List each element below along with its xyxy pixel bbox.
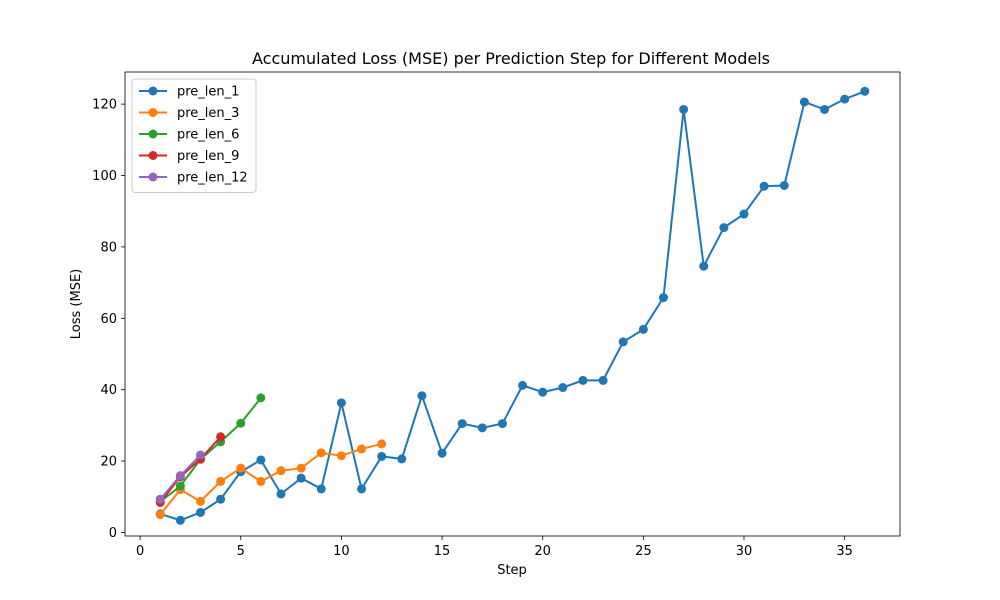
x-tick-label: 20 [534, 544, 551, 559]
legend-item-pre_len_12: pre_len_12 [139, 171, 248, 186]
data-point-pre_len_1 [336, 398, 346, 408]
data-point-pre_len_1 [739, 209, 749, 219]
x-tick-label: 10 [333, 544, 350, 559]
data-point-pre_len_3 [236, 463, 246, 473]
data-point-pre_len_1 [860, 86, 870, 96]
legend-label: pre_len_3 [177, 106, 239, 121]
y-tick-label: 60 [100, 312, 117, 327]
y-tick-label: 100 [92, 169, 117, 184]
data-point-pre_len_1 [256, 455, 266, 465]
legend-label: pre_len_12 [177, 171, 248, 186]
data-point-pre_len_3 [377, 439, 387, 449]
data-point-pre_len_3 [316, 448, 326, 458]
data-point-pre_len_12 [175, 471, 185, 481]
x-tick-label: 30 [736, 544, 753, 559]
data-point-pre_len_1 [276, 489, 286, 499]
x-tick-label: 25 [635, 544, 652, 559]
y-tick-label: 20 [100, 455, 117, 470]
legend-marker [148, 86, 158, 96]
data-point-pre_len_1 [719, 223, 729, 233]
legend-item-pre_len_1: pre_len_1 [139, 85, 239, 100]
data-point-pre_len_6 [236, 418, 246, 428]
data-point-pre_len_6 [175, 481, 185, 491]
data-point-pre_len_1 [759, 181, 769, 191]
data-point-pre_len_1 [578, 375, 588, 385]
data-point-pre_len_9 [216, 432, 226, 442]
axes-frame [124, 71, 901, 537]
legend-item-pre_len_3: pre_len_3 [139, 106, 239, 121]
data-point-pre_len_1 [316, 484, 326, 494]
data-point-pre_len_1 [699, 261, 709, 271]
data-point-pre_len_12 [155, 494, 165, 504]
data-point-pre_len_6 [256, 393, 266, 403]
data-point-pre_len_1 [638, 324, 648, 334]
data-point-pre_len_1 [658, 293, 668, 303]
data-point-pre_len_1 [457, 419, 467, 429]
data-point-pre_len_1 [195, 507, 205, 517]
legend-marker [148, 108, 158, 117]
data-point-pre_len_1 [598, 375, 608, 385]
data-point-pre_len_1 [377, 451, 387, 461]
x-tick-label: 15 [434, 544, 451, 559]
legend-marker [148, 129, 158, 139]
series-line-pre_len_1 [159, 90, 866, 522]
data-point-pre_len_1 [799, 97, 809, 107]
y-tick-label: 40 [100, 383, 117, 398]
data-point-pre_len_1 [497, 419, 507, 429]
plot-area [155, 86, 870, 525]
x-tick-label: 5 [237, 544, 245, 559]
data-point-pre_len_1 [216, 494, 226, 504]
x-tick-label: 35 [836, 544, 853, 559]
data-point-pre_len_3 [336, 451, 346, 461]
chart-title: Accumulated Loss (MSE) per Prediction St… [252, 49, 770, 68]
legend-item-pre_len_6: pre_len_6 [139, 128, 239, 143]
data-point-pre_len_1 [618, 337, 628, 347]
data-point-pre_len_1 [840, 94, 850, 104]
data-point-pre_len_1 [357, 484, 367, 494]
data-point-pre_len_1 [175, 515, 185, 525]
data-point-pre_len_1 [820, 104, 830, 114]
data-point-pre_len_1 [437, 448, 447, 458]
data-point-pre_len_12 [195, 450, 205, 460]
legend-label: pre_len_9 [177, 149, 239, 164]
y-tick-label: 120 [92, 98, 117, 113]
x-axis: 0 5 10 15 20 25 30 35 [136, 536, 853, 559]
data-point-pre_len_1 [518, 380, 528, 390]
data-point-pre_len_3 [256, 476, 266, 486]
legend-marker [148, 172, 158, 182]
data-point-pre_len_3 [296, 463, 306, 473]
data-point-pre_len_1 [538, 387, 548, 397]
legend-item-pre_len_9: pre_len_9 [139, 149, 239, 164]
x-axis-title: Step [497, 563, 527, 578]
data-point-pre_len_3 [357, 444, 367, 454]
y-axis: 0 20 40 60 80 100 120 [92, 98, 125, 541]
data-point-pre_len_3 [276, 466, 286, 476]
data-point-pre_len_3 [155, 510, 165, 520]
data-point-pre_len_3 [216, 476, 226, 486]
y-tick-label: 0 [109, 526, 117, 541]
x-tick-label: 0 [136, 544, 144, 559]
legend-label: pre_len_1 [177, 85, 239, 100]
data-point-pre_len_1 [779, 181, 789, 191]
data-point-pre_len_1 [477, 423, 487, 433]
y-tick-label: 80 [100, 240, 117, 255]
legend-box [131, 78, 257, 193]
data-point-pre_len_1 [397, 454, 407, 464]
series-pre_len_3 [155, 439, 387, 520]
data-point-pre_len_1 [679, 104, 689, 114]
data-point-pre_len_1 [296, 473, 306, 483]
data-point-pre_len_1 [558, 383, 568, 393]
data-point-pre_len_1 [417, 391, 427, 401]
legend-marker [148, 151, 158, 160]
legend: pre_len_1 pre_len_3 pre_len_6 pre_len_9 pre_… [131, 78, 257, 193]
series-pre_len_12 [155, 450, 205, 504]
y-axis-title: Loss (MSE) [69, 269, 84, 339]
series-line-pre_len_9 [159, 436, 222, 504]
legend-label: pre_len_6 [177, 128, 239, 143]
data-point-pre_len_3 [195, 496, 205, 506]
